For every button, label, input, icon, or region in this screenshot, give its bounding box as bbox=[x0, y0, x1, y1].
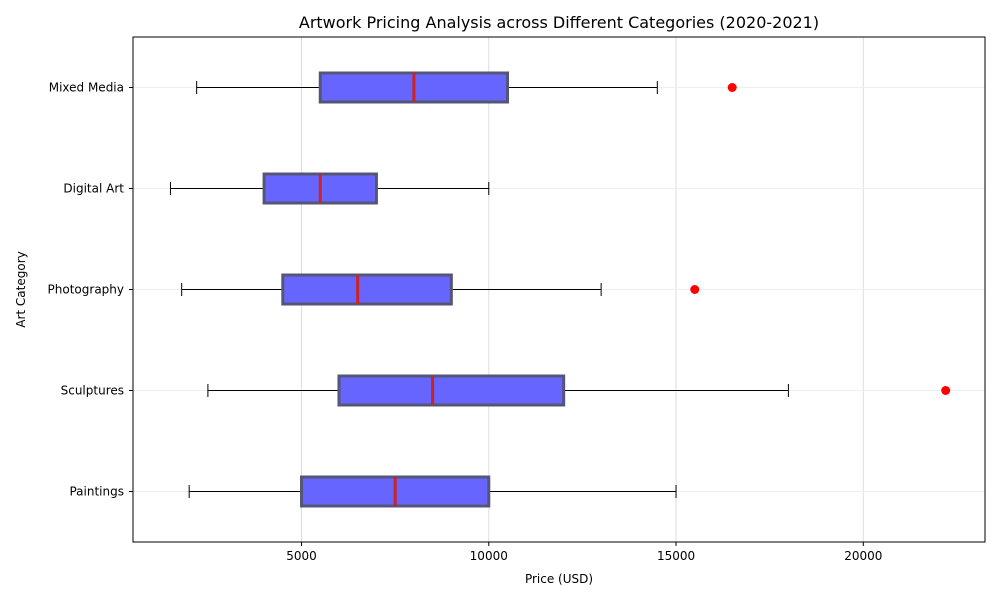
outlier-point bbox=[727, 83, 737, 92]
x-tick-label: 5000 bbox=[286, 549, 317, 563]
axis-ticks: 5000 10000 15000 20000 Paintings Sculptures Ph… bbox=[48, 81, 883, 564]
x-axis-title: Price (USD) bbox=[525, 572, 593, 586]
boxes bbox=[169, 71, 951, 508]
box-digital-art bbox=[169, 172, 490, 205]
iqr-box bbox=[281, 273, 453, 306]
outlier-point bbox=[941, 386, 951, 395]
x-tick-label: 10000 bbox=[470, 549, 508, 563]
y-tick-label: Mixed Media bbox=[49, 81, 124, 95]
y-tick-label: Sculptures bbox=[61, 384, 124, 398]
box-mixed-media bbox=[196, 71, 737, 104]
y-axis-title: Art Category bbox=[14, 251, 28, 327]
x-tick-label: 20000 bbox=[844, 549, 882, 563]
box-sculptures bbox=[207, 374, 951, 407]
iqr-box bbox=[337, 374, 566, 407]
y-tick-label: Digital Art bbox=[63, 182, 124, 196]
y-tick-label: Photography bbox=[48, 283, 124, 297]
box-paintings bbox=[188, 475, 677, 508]
box-photography bbox=[181, 273, 700, 306]
x-tick-label: 15000 bbox=[657, 549, 695, 563]
y-tick-label: Paintings bbox=[69, 485, 124, 499]
outlier-point bbox=[690, 285, 700, 294]
chart-title: Artwork Pricing Analysis across Differen… bbox=[299, 13, 819, 32]
